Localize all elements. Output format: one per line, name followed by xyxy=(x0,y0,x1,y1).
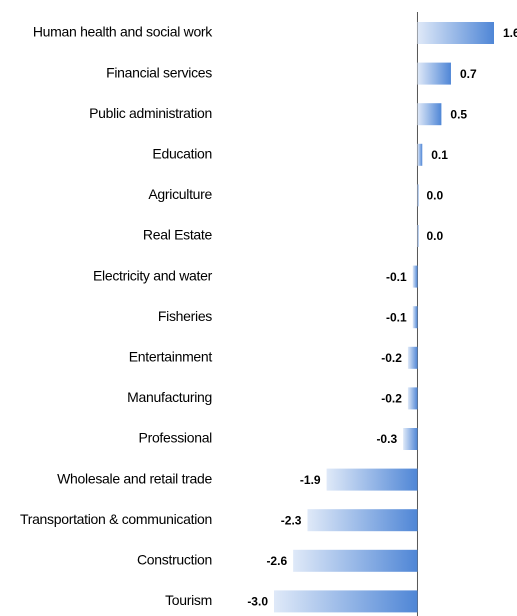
value-label: -2.3 xyxy=(281,513,302,527)
value-label: -0.2 xyxy=(381,351,402,365)
category-label: Agriculture xyxy=(148,186,212,202)
category-label: Public administration xyxy=(89,105,212,121)
bar xyxy=(412,265,418,288)
value-label: 0.0 xyxy=(426,229,443,243)
category-label: Financial services xyxy=(106,64,212,80)
bar xyxy=(326,468,418,491)
category-label: Tourism xyxy=(165,592,212,608)
bar xyxy=(417,62,451,85)
value-label: -0.1 xyxy=(386,310,407,324)
bar xyxy=(417,225,419,247)
bar xyxy=(293,549,418,572)
category-label: Transportation & communication xyxy=(20,511,212,527)
value-label: 1.6 xyxy=(503,26,517,40)
bar xyxy=(417,143,423,166)
value-label: 0.5 xyxy=(450,107,467,121)
bar xyxy=(403,428,418,450)
bar xyxy=(417,184,419,207)
value-label: 0.0 xyxy=(426,189,443,203)
bar xyxy=(417,103,442,126)
bar xyxy=(274,590,418,613)
bar xyxy=(412,306,418,329)
bar xyxy=(407,346,418,369)
category-label: Electricity and water xyxy=(93,267,213,283)
value-label: -0.1 xyxy=(386,270,407,284)
category-label: Wholesale and retail trade xyxy=(57,470,212,486)
bar xyxy=(307,509,418,532)
value-label: 0.1 xyxy=(431,148,448,162)
category-label: Construction xyxy=(137,552,212,568)
value-label: -0.2 xyxy=(381,392,402,406)
category-label: Professional xyxy=(139,430,213,446)
category-label: Human health and social work xyxy=(33,24,213,40)
bar xyxy=(407,387,418,410)
category-label: Manufacturing xyxy=(127,389,212,405)
value-label: 0.7 xyxy=(460,67,477,81)
category-label: Real Estate xyxy=(143,227,213,243)
value-label: -0.3 xyxy=(376,432,397,446)
category-label: Entertainment xyxy=(129,349,213,365)
category-label: Fisheries xyxy=(158,308,212,324)
value-label: -1.9 xyxy=(300,473,321,487)
value-label: -3.0 xyxy=(247,595,268,609)
value-label: -2.6 xyxy=(266,554,287,568)
bar xyxy=(417,22,494,44)
category-label: Education xyxy=(152,146,212,162)
